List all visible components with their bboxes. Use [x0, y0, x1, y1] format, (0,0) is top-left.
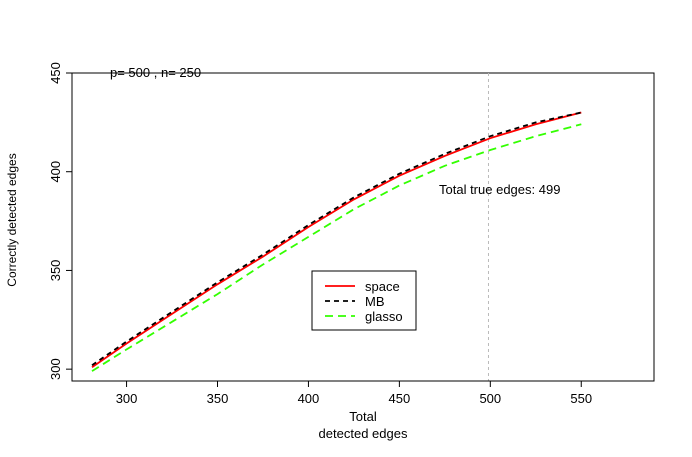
legend-label-glasso: glasso	[365, 309, 403, 324]
x-tick-label: 300	[116, 391, 138, 406]
y-tick-label: 450	[48, 62, 63, 84]
plot-frame	[71, 72, 655, 382]
x-axis: 300 350 400 450 500 550	[116, 380, 592, 406]
series-layer	[91, 111, 582, 372]
series-line-mb	[91, 111, 582, 366]
x-tick-label: 400	[298, 391, 320, 406]
series-line-glasso	[91, 123, 582, 372]
y-tick-label: 400	[48, 161, 63, 183]
x-tick-label: 450	[389, 391, 411, 406]
annotation-top: p= 500 , n= 250	[110, 65, 201, 80]
x-axis-label-line2: detected edges	[319, 426, 408, 441]
legend-label-mb: MB	[365, 294, 385, 309]
x-tick-label: 350	[207, 391, 229, 406]
legend-label-space: space	[365, 279, 400, 294]
x-tick-label: 550	[570, 391, 592, 406]
y-tick-label: 300	[48, 358, 63, 380]
series-line-space	[91, 111, 582, 368]
x-axis-label-line1: Total	[349, 409, 377, 424]
y-axis: 300 350 400 450	[48, 62, 73, 380]
y-tick-label: 350	[48, 260, 63, 282]
x-tick-label: 500	[479, 391, 501, 406]
y-axis-label: Correctly detected edges	[5, 153, 19, 286]
annotation-total-true-edges: Total true edges: 499	[439, 182, 560, 197]
